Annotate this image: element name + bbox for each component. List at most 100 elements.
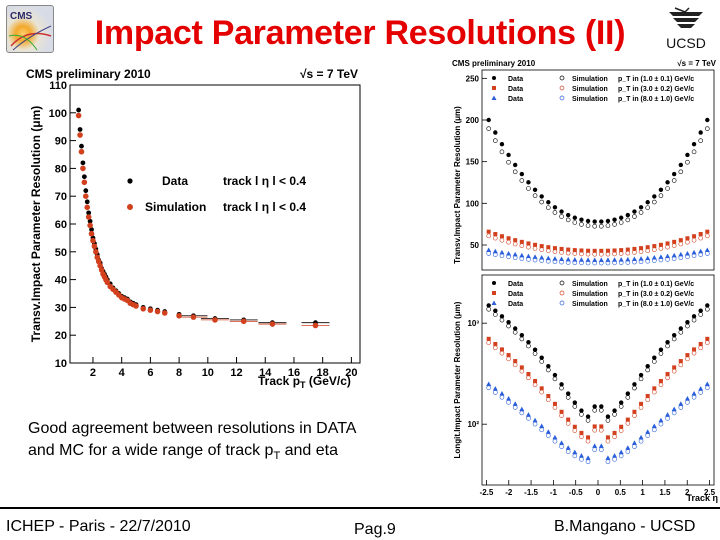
data-point [82,193,89,199]
data-point [91,243,98,250]
data-point [671,332,677,338]
simulation-point [658,351,664,356]
x-tick-label: 8 [176,367,182,379]
simulation-point [585,251,591,257]
simulation-point [526,375,531,381]
simulation-point [546,397,551,403]
data-point [599,424,604,429]
data-point [605,455,611,460]
simulation-point [539,389,544,395]
data-point [559,256,565,262]
chart-title: CMS preliminary 2010 [26,67,151,81]
data-point [486,229,491,234]
simulation-point [493,235,498,241]
simulation-point [532,193,538,198]
data-point [685,353,690,358]
simulation-point [486,306,491,312]
simulation-point [705,340,710,345]
data-point [579,217,584,222]
simulation-point [652,359,657,364]
x-tick-label: 18 [317,367,329,379]
simulation-point [559,385,564,391]
x-tick-label: -1.5 [524,488,538,497]
data-point [572,215,578,220]
legend-label-data: Data [508,281,523,288]
legend-label-simulation: Simulation [572,96,608,103]
data-point [493,341,498,346]
x-tick-label: 20 [345,367,357,379]
legend-cut: p_T in (1.0 ± 0.1) GeV/c [618,76,694,83]
legend-label-simulation: Simulation [572,76,608,83]
data-point [592,219,597,224]
simulation-point [652,427,657,433]
top-legend: Data Simulation p_T in (1.0 ± 0.1) GeV/c Da… [491,75,694,103]
simulation-point [506,254,511,260]
data-point [493,308,498,313]
simulation-point [678,329,684,335]
simulation-point [565,217,571,223]
simulation-point [691,350,697,356]
simulation-point [645,367,650,373]
data-point [692,347,697,352]
simulation-point [605,223,611,228]
data-point [705,303,710,308]
x-tick-label: -2 [505,488,513,497]
data-point [625,417,630,422]
legend-label-data: Data [162,174,188,188]
simulation-point [671,178,677,183]
simulation-point [625,449,631,454]
data-point [705,336,710,341]
data-point [605,414,611,419]
data-point [645,200,650,205]
simulation-point [572,260,578,265]
data-point [526,340,531,345]
y-tick-label: 200 [466,116,480,125]
simulation-point [618,251,624,256]
data-point [578,453,584,458]
simulation-point [532,351,538,356]
data-point [84,204,91,211]
simulation-point [638,405,644,410]
data-point [87,222,93,229]
x-tick-label: 2.5 [704,488,716,497]
simulation-point [526,244,531,250]
simulation-point [486,385,491,391]
simulation-point [638,249,644,254]
x-tick-label: -1 [550,488,558,497]
simulation-point [519,368,525,374]
data-point [651,255,657,260]
data-point [525,412,531,417]
data-point [512,251,518,257]
data-point [565,212,571,218]
data-point [539,386,544,391]
data-point [545,429,551,434]
legend-cut: p_T in (3.0 ± 0.2) GeV/c [618,86,694,93]
data-point [638,205,644,210]
simulation-point [519,178,525,183]
data-point [625,256,631,262]
caption-line-1: Good agreement between resolutions in DA… [28,420,357,437]
y-tick-label: 150 [466,158,480,167]
data-point [545,255,551,261]
simulation-point [652,247,657,252]
legend-marker-simulation [559,95,565,101]
data-point [519,239,524,244]
data-point [559,382,564,387]
data-point [88,230,95,237]
data-point [546,393,551,398]
x-tick-label: 0 [596,488,601,497]
simulation-point [645,397,650,403]
data-point [599,404,604,409]
simulation-point [499,237,505,243]
simulation-point [486,233,491,239]
simulation-point [585,260,591,266]
legend-label-data: Data [508,76,523,83]
simulation-point [565,449,571,454]
data-point [79,143,84,149]
data-point [506,320,511,325]
y-tick-label: 40 [55,275,67,287]
data-point [526,180,531,185]
simulation-point [605,438,611,444]
data-point [539,423,545,429]
top-y-axis-label: Transv.Impact Parameter Resolution (μm) [453,106,462,264]
